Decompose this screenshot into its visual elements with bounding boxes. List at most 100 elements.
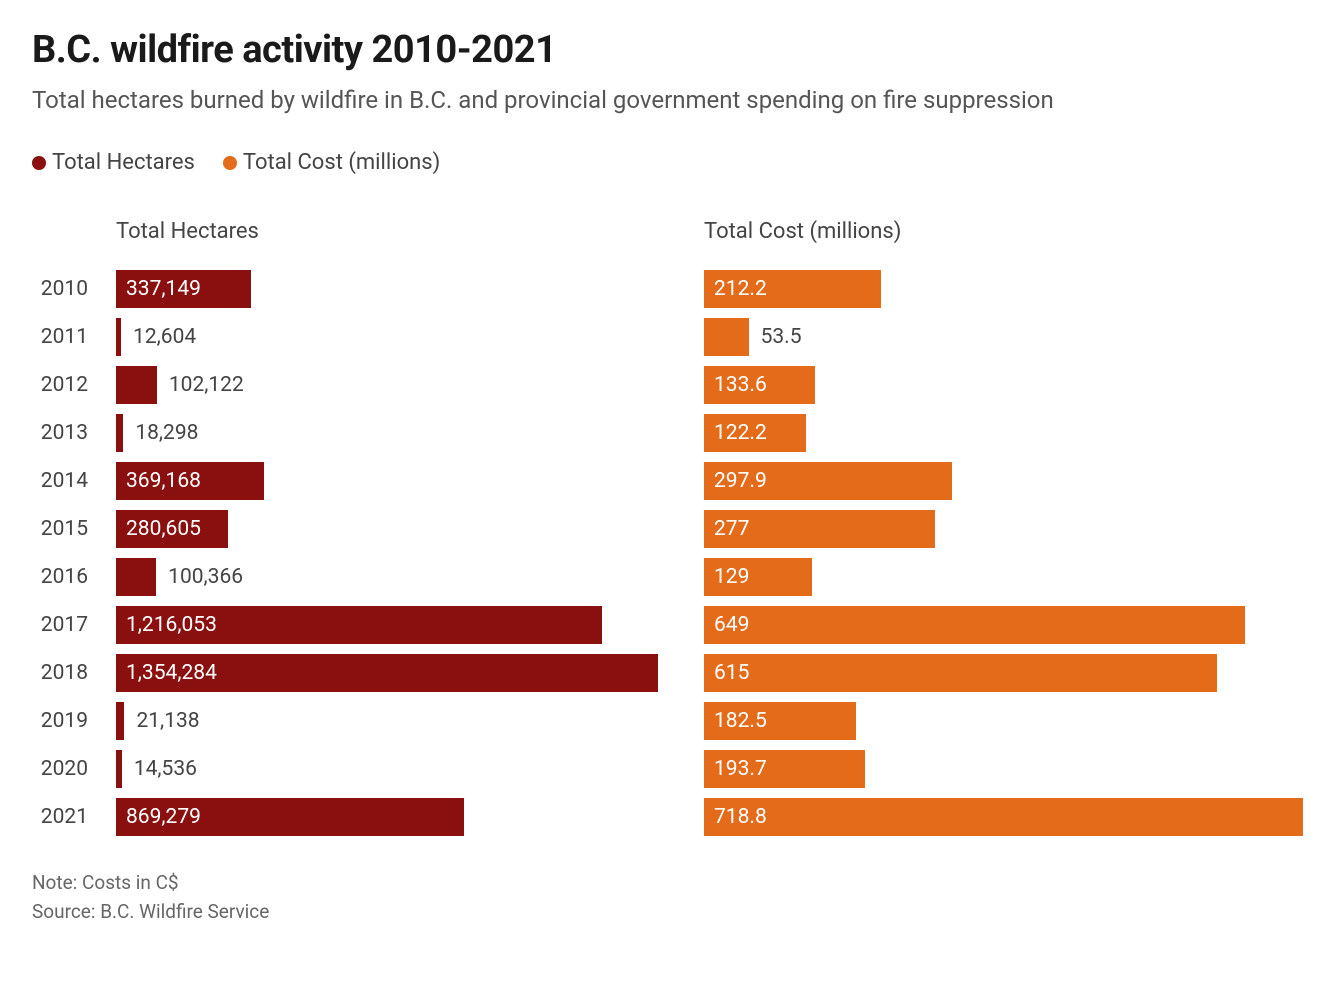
bar-value-label: 14,536 — [122, 757, 197, 781]
legend-item: Total Hectares — [32, 150, 195, 175]
y-axis-labels: . 20102011201220132014201520162017201820… — [32, 219, 88, 841]
bar-row: 297.9 — [704, 457, 1304, 505]
bar-value-label: 21,138 — [124, 709, 199, 733]
bar-row: 212.2 — [704, 265, 1304, 313]
chart-notes: Note: Costs in C$ Source: B.C. Wildfire … — [32, 869, 1288, 926]
bar-row: 649 — [704, 601, 1304, 649]
bar — [704, 318, 749, 356]
year-label: 2019 — [32, 697, 88, 745]
year-label: 2021 — [32, 793, 88, 841]
legend: Total Hectares Total Cost (millions) — [32, 150, 1288, 175]
source-text: Source: B.C. Wildfire Service — [32, 898, 1288, 927]
bar: 280,605 — [116, 510, 228, 548]
bar-value-label: 12,604 — [121, 325, 196, 349]
bar: 297.9 — [704, 462, 952, 500]
chart-title: B.C. wildfire activity 2010-2021 — [32, 28, 1288, 72]
bar: 1,216,053 — [116, 606, 602, 644]
bar: 129 — [704, 558, 812, 596]
bar-row: 193.7 — [704, 745, 1304, 793]
bar-row: 21,138 — [116, 697, 676, 745]
bar: 369,168 — [116, 462, 264, 500]
bar-row: 129 — [704, 553, 1304, 601]
year-label: 2015 — [32, 505, 88, 553]
bar-value-label: 100,366 — [156, 565, 243, 589]
bar — [116, 414, 123, 452]
bar-row: 18,298 — [116, 409, 676, 457]
year-label: 2016 — [32, 553, 88, 601]
legend-dot-icon — [223, 156, 237, 170]
bar-row: 337,149 — [116, 265, 676, 313]
chart-area: . 20102011201220132014201520162017201820… — [32, 219, 1288, 841]
bar: 1,354,284 — [116, 654, 658, 692]
bar-row: 1,216,053 — [116, 601, 676, 649]
bar-value-label: 280,605 — [116, 517, 201, 541]
legend-label: Total Hectares — [52, 150, 195, 175]
year-label: 2013 — [32, 409, 88, 457]
bar-row: 12,604 — [116, 313, 676, 361]
bar-value-label: 133.6 — [704, 373, 767, 397]
bar-value-label: 102,122 — [157, 373, 244, 397]
bar-value-label: 718.8 — [704, 805, 767, 829]
bar-value-label: 212.2 — [704, 277, 767, 301]
bar-row: 53.5 — [704, 313, 1304, 361]
bar: 337,149 — [116, 270, 251, 308]
bar-row: 14,536 — [116, 745, 676, 793]
year-label: 2011 — [32, 313, 88, 361]
bar-value-label: 1,354,284 — [116, 661, 217, 685]
bar-value-label: 1,216,053 — [116, 613, 217, 637]
bar-value-label: 129 — [704, 565, 749, 589]
bar-value-label: 182.5 — [704, 709, 767, 733]
bar-row: 615 — [704, 649, 1304, 697]
bar-row: 182.5 — [704, 697, 1304, 745]
bar: 649 — [704, 606, 1245, 644]
panel-hectares: Total Hectares 337,149 12,604 102,122 18,298… — [116, 219, 676, 841]
year-label: 2020 — [32, 745, 88, 793]
year-label: 2018 — [32, 649, 88, 697]
bar-value-label: 369,168 — [116, 469, 201, 493]
bar-row: 122.2 — [704, 409, 1304, 457]
bar-row: 1,354,284 — [116, 649, 676, 697]
bar-value-label: 53.5 — [749, 325, 802, 349]
legend-item: Total Cost (millions) — [223, 150, 440, 175]
panel-header: Total Cost (millions) — [704, 219, 1304, 251]
bar-row: 718.8 — [704, 793, 1304, 841]
bar: 869,279 — [116, 798, 464, 836]
bar-value-label: 869,279 — [116, 805, 201, 829]
bar: 193.7 — [704, 750, 865, 788]
bar — [116, 702, 124, 740]
bar: 182.5 — [704, 702, 856, 740]
bar — [116, 366, 157, 404]
bar-row: 133.6 — [704, 361, 1304, 409]
bar: 212.2 — [704, 270, 881, 308]
bar-value-label: 297.9 — [704, 469, 767, 493]
bar: 122.2 — [704, 414, 806, 452]
bar-row: 369,168 — [116, 457, 676, 505]
panel-cost: Total Cost (millions) 212.2 53.5 133.6 122.2… — [704, 219, 1304, 841]
year-label: 2012 — [32, 361, 88, 409]
legend-label: Total Cost (millions) — [243, 150, 440, 175]
bar-value-label: 649 — [704, 613, 749, 637]
chart-subtitle: Total hectares burned by wildfire in B.C… — [32, 86, 1288, 114]
bar-value-label: 18,298 — [123, 421, 198, 445]
bar-value-label: 277 — [704, 517, 749, 541]
bar-row: 102,122 — [116, 361, 676, 409]
year-label: 2014 — [32, 457, 88, 505]
year-label: 2017 — [32, 601, 88, 649]
bar-row: 280,605 — [116, 505, 676, 553]
bar — [116, 558, 156, 596]
bar: 277 — [704, 510, 935, 548]
bar: 615 — [704, 654, 1217, 692]
bar: 133.6 — [704, 366, 815, 404]
bar-row: 277 — [704, 505, 1304, 553]
bar-row: 869,279 — [116, 793, 676, 841]
legend-dot-icon — [32, 156, 46, 170]
bar-value-label: 337,149 — [116, 277, 201, 301]
bar-value-label: 122.2 — [704, 421, 767, 445]
note-text: Note: Costs in C$ — [32, 869, 1288, 898]
bar: 718.8 — [704, 798, 1303, 836]
bar-value-label: 193.7 — [704, 757, 767, 781]
bar-row: 100,366 — [116, 553, 676, 601]
panel-header: Total Hectares — [116, 219, 676, 251]
bar-value-label: 615 — [704, 661, 749, 685]
year-label: 2010 — [32, 265, 88, 313]
